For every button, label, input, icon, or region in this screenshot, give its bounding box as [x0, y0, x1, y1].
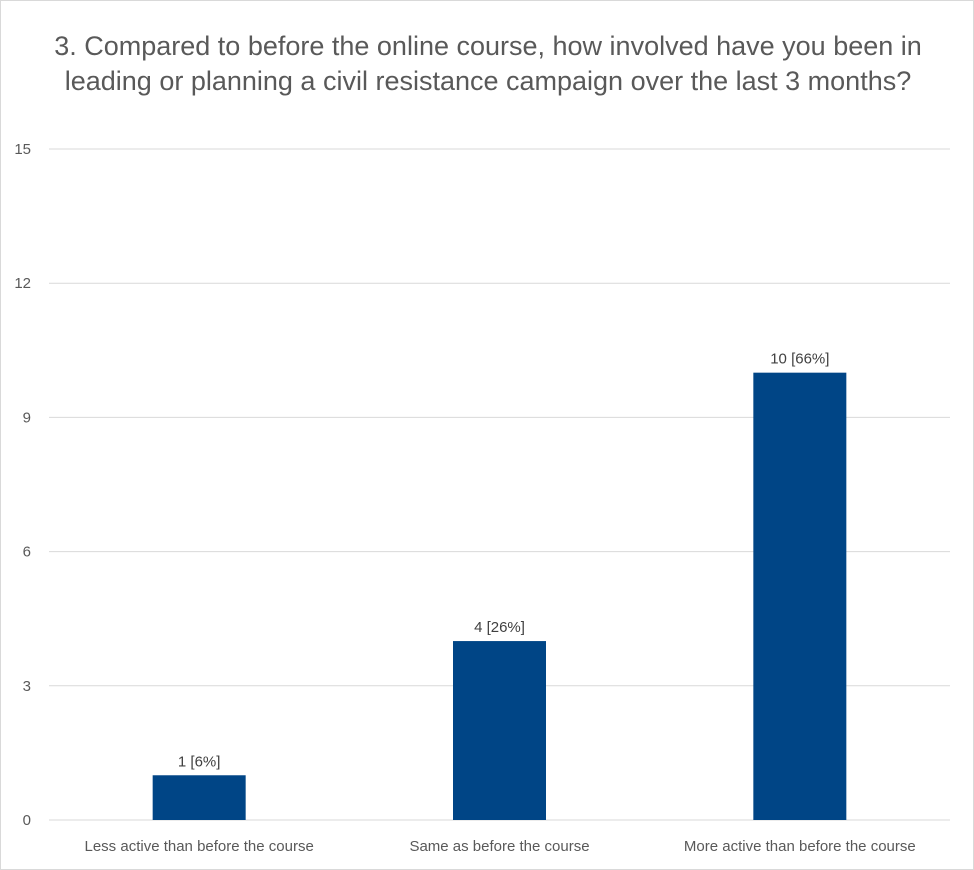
y-tick-label: 3	[23, 678, 31, 695]
data-label: 1 [6%]	[178, 753, 221, 770]
data-label: 10 [66%]	[770, 351, 829, 368]
y-tick-label: 0	[23, 812, 31, 829]
data-label: 4 [26%]	[474, 619, 525, 636]
y-tick-label: 15	[14, 141, 31, 158]
x-category-label: Same as before the course	[409, 838, 589, 855]
bar	[152, 775, 246, 820]
bar	[753, 372, 847, 820]
y-tick-label: 12	[14, 275, 31, 292]
y-tick-label: 6	[23, 544, 31, 561]
x-category-label: More active than before the course	[684, 838, 916, 855]
bar	[453, 641, 546, 820]
y-tick-label: 9	[23, 409, 31, 426]
chart-title: 3. Compared to before the online course,…	[54, 31, 922, 96]
x-category-label: Less active than before the course	[85, 838, 314, 855]
